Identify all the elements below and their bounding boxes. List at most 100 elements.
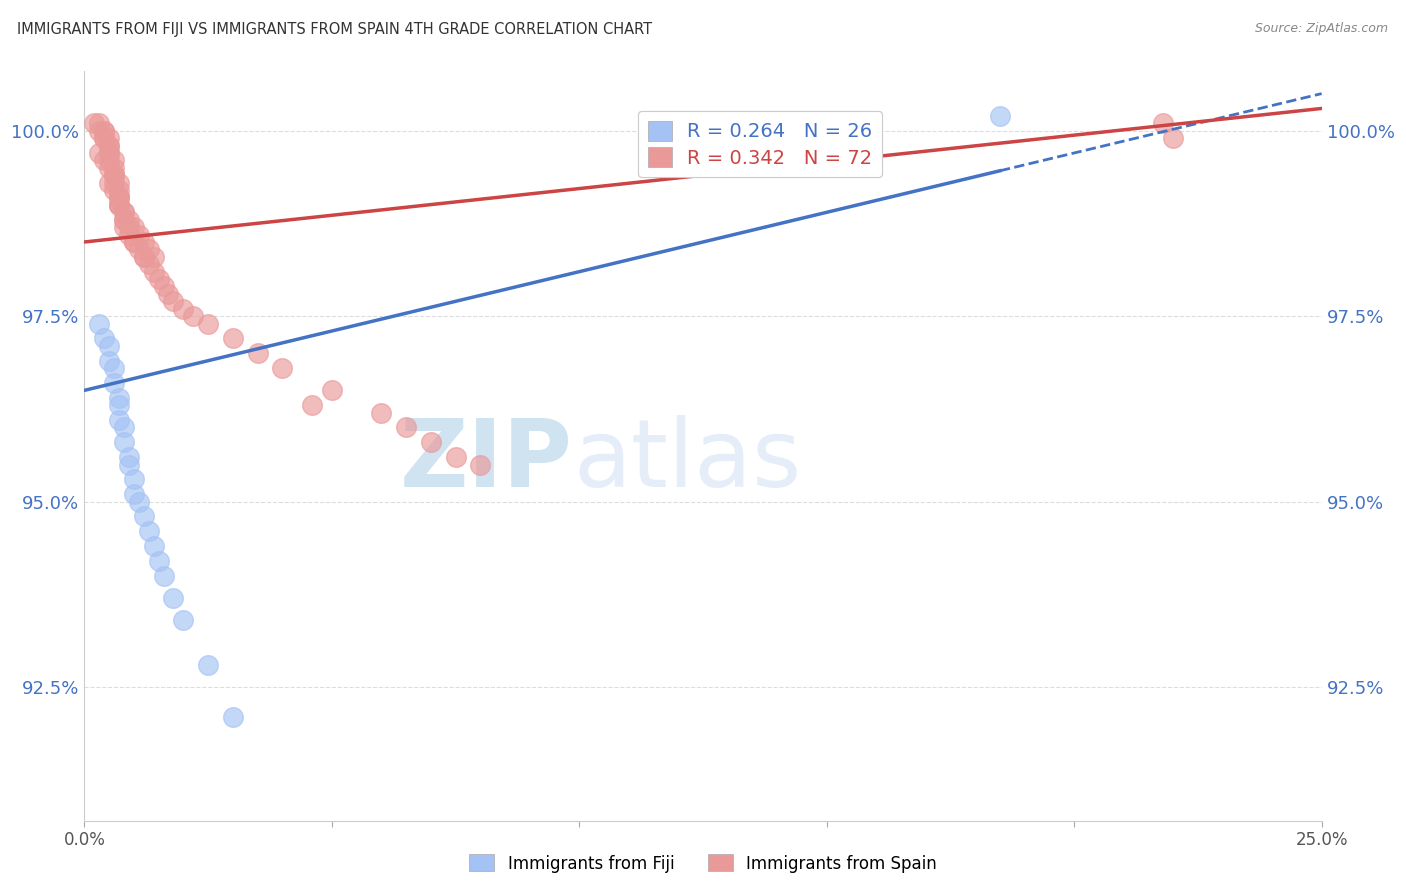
Point xyxy=(108,198,131,212)
Point xyxy=(98,131,121,145)
Point xyxy=(395,420,418,434)
Point xyxy=(157,287,180,301)
Point xyxy=(988,109,1011,123)
Point xyxy=(103,361,125,376)
Point xyxy=(142,250,165,264)
Point xyxy=(83,116,105,130)
Point xyxy=(321,384,343,398)
Point xyxy=(162,591,184,605)
Point xyxy=(108,398,131,412)
Point xyxy=(93,153,115,168)
Point xyxy=(103,376,125,390)
Point xyxy=(122,472,145,486)
Point xyxy=(112,420,135,434)
Point xyxy=(197,317,219,331)
Point xyxy=(93,331,115,345)
Point xyxy=(128,243,150,257)
Point xyxy=(108,176,131,190)
Point xyxy=(108,198,131,212)
Point xyxy=(470,458,492,472)
Point xyxy=(142,539,165,553)
Point xyxy=(132,235,155,249)
Point xyxy=(142,265,165,279)
Text: IMMIGRANTS FROM FIJI VS IMMIGRANTS FROM SPAIN 4TH GRADE CORRELATION CHART: IMMIGRANTS FROM FIJI VS IMMIGRANTS FROM … xyxy=(17,22,652,37)
Point xyxy=(197,657,219,672)
Point xyxy=(112,435,135,450)
Point xyxy=(98,138,121,153)
Point xyxy=(222,710,245,724)
Point xyxy=(98,153,121,168)
Point xyxy=(172,613,194,627)
Point xyxy=(122,235,145,249)
Legend: Immigrants from Fiji, Immigrants from Spain: Immigrants from Fiji, Immigrants from Sp… xyxy=(463,847,943,880)
Point xyxy=(148,554,170,568)
Point xyxy=(444,450,467,464)
Point xyxy=(122,220,145,235)
Point xyxy=(152,569,174,583)
Point xyxy=(103,161,125,175)
Point xyxy=(98,176,121,190)
Point xyxy=(132,250,155,264)
Point xyxy=(1152,116,1174,130)
Point xyxy=(222,331,245,345)
Point xyxy=(93,124,115,138)
Point xyxy=(246,346,269,360)
Point xyxy=(112,220,135,235)
Point xyxy=(103,153,125,168)
Point xyxy=(112,205,135,219)
Point xyxy=(301,398,323,412)
Point xyxy=(93,131,115,145)
Point xyxy=(108,198,131,212)
Point xyxy=(103,168,125,182)
Point xyxy=(108,190,131,204)
Point xyxy=(122,487,145,501)
Point xyxy=(108,190,131,204)
Point xyxy=(98,161,121,175)
Point xyxy=(93,131,115,145)
Point xyxy=(132,250,155,264)
Point xyxy=(138,524,160,539)
Point xyxy=(118,212,141,227)
Point xyxy=(152,279,174,293)
Point xyxy=(108,183,131,197)
Point xyxy=(103,176,125,190)
Point xyxy=(419,435,441,450)
Point xyxy=(132,509,155,524)
Point xyxy=(98,145,121,160)
Point xyxy=(108,413,131,427)
Point xyxy=(118,458,141,472)
Point xyxy=(89,145,111,160)
Text: ZIP: ZIP xyxy=(401,415,574,507)
Point xyxy=(112,212,135,227)
Point xyxy=(128,494,150,508)
Point xyxy=(1161,131,1184,145)
Point xyxy=(103,168,125,182)
Point xyxy=(89,116,111,130)
Point xyxy=(89,124,111,138)
Point xyxy=(118,220,141,235)
Point xyxy=(98,145,121,160)
Point xyxy=(108,391,131,405)
Point xyxy=(118,227,141,242)
Point xyxy=(108,190,131,204)
Point xyxy=(112,205,135,219)
Point xyxy=(162,294,184,309)
Point xyxy=(271,361,294,376)
Point xyxy=(118,450,141,464)
Point xyxy=(98,138,121,153)
Point xyxy=(172,301,194,316)
Point xyxy=(181,309,204,323)
Point xyxy=(89,317,111,331)
Point xyxy=(128,227,150,242)
Point xyxy=(103,183,125,197)
Point xyxy=(138,243,160,257)
Point xyxy=(138,257,160,271)
Point xyxy=(148,272,170,286)
Text: atlas: atlas xyxy=(574,415,801,507)
Point xyxy=(112,212,135,227)
Point xyxy=(103,168,125,182)
Legend: R = 0.264   N = 26, R = 0.342   N = 72: R = 0.264 N = 26, R = 0.342 N = 72 xyxy=(638,111,882,178)
Point xyxy=(98,339,121,353)
Point xyxy=(370,406,392,420)
Point xyxy=(122,235,145,249)
